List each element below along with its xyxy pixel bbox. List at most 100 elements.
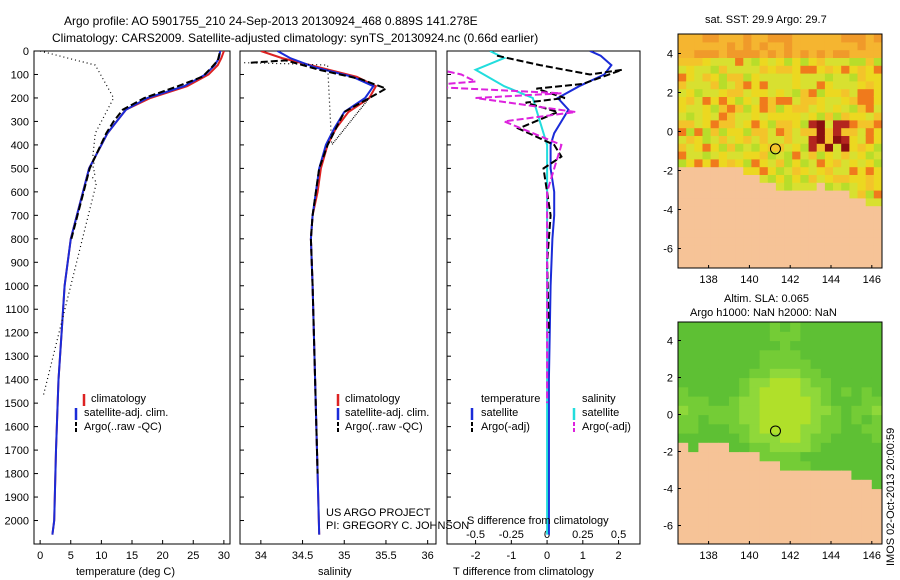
map-cell bbox=[861, 507, 873, 517]
series-satellite bbox=[277, 51, 375, 535]
map-cell bbox=[865, 112, 875, 121]
map-cell bbox=[810, 386, 822, 397]
x-tick-label: -1 bbox=[506, 550, 516, 562]
map-cell bbox=[710, 57, 720, 66]
map-cell bbox=[775, 260, 785, 268]
map-cell bbox=[824, 143, 834, 152]
map-cell bbox=[780, 368, 791, 379]
map-cell bbox=[775, 221, 785, 230]
map-cell bbox=[800, 190, 810, 199]
map-cell bbox=[767, 65, 777, 74]
map-cell bbox=[824, 213, 834, 222]
depth-tick-label: 1100 bbox=[5, 304, 29, 316]
map-cell bbox=[800, 507, 812, 517]
legend-label-argo: Argo(..raw -QC) bbox=[345, 421, 423, 433]
map-cell bbox=[702, 34, 712, 43]
map-cell bbox=[790, 423, 801, 434]
map-cell bbox=[678, 386, 689, 397]
map-cell bbox=[792, 221, 801, 230]
map-cell bbox=[784, 205, 793, 214]
map-cell bbox=[849, 205, 859, 214]
map-cell bbox=[751, 143, 761, 152]
map-cell bbox=[849, 229, 859, 238]
map-cell bbox=[727, 260, 736, 268]
map-cell bbox=[678, 174, 687, 183]
map-cell bbox=[792, 260, 801, 268]
map-cell bbox=[861, 349, 873, 360]
map-cell bbox=[873, 197, 882, 207]
map-cell bbox=[688, 349, 699, 360]
map-cell bbox=[678, 516, 689, 527]
map-cell bbox=[841, 221, 850, 230]
map-cell bbox=[841, 244, 850, 253]
map-cell bbox=[751, 190, 761, 199]
map-cell bbox=[810, 433, 822, 443]
map-cell bbox=[865, 236, 875, 246]
map-cell bbox=[800, 470, 812, 480]
map-cell bbox=[849, 57, 859, 66]
map-cell bbox=[749, 470, 761, 480]
map-cell bbox=[678, 488, 689, 499]
map-cell bbox=[784, 49, 793, 58]
map-cell bbox=[871, 497, 882, 508]
map-cell bbox=[800, 331, 812, 342]
map-cell bbox=[800, 127, 810, 136]
map-cell bbox=[749, 331, 761, 342]
map-cell bbox=[694, 213, 704, 222]
map-cell bbox=[759, 414, 771, 425]
map-cell bbox=[871, 359, 882, 369]
map-cell bbox=[865, 213, 875, 222]
map-cell bbox=[833, 221, 842, 230]
map-cell bbox=[857, 205, 867, 214]
map-cell bbox=[841, 135, 850, 144]
map-cell bbox=[702, 143, 712, 152]
map-cell bbox=[792, 135, 801, 144]
map-cell bbox=[694, 104, 704, 113]
map-cell bbox=[743, 174, 753, 183]
map-cell bbox=[816, 244, 826, 253]
legend-label-satellite: satellite-adj. clim. bbox=[345, 407, 429, 419]
map-cell bbox=[808, 205, 818, 214]
map-cell bbox=[816, 213, 826, 222]
map-cell bbox=[820, 525, 832, 536]
map-cell bbox=[841, 151, 850, 160]
map-cell bbox=[735, 127, 744, 136]
map-cell bbox=[824, 119, 834, 129]
map-cell bbox=[841, 460, 852, 471]
map-cell bbox=[769, 507, 781, 517]
map-cell bbox=[751, 119, 761, 129]
map-cell bbox=[800, 229, 810, 238]
map-cell bbox=[678, 213, 687, 222]
map-cell bbox=[739, 488, 750, 499]
map-cell bbox=[767, 221, 777, 230]
map-cell bbox=[808, 104, 818, 113]
map-cell bbox=[851, 414, 863, 425]
map-cell bbox=[694, 221, 704, 230]
map-cell bbox=[749, 525, 761, 536]
map-cell bbox=[718, 221, 728, 230]
map-cell bbox=[698, 497, 710, 508]
map-cell bbox=[849, 143, 859, 152]
map-cell bbox=[841, 197, 850, 207]
map-cell bbox=[824, 73, 834, 82]
map-cell bbox=[820, 396, 832, 406]
map-cell bbox=[694, 174, 704, 183]
depth-tick-label: 2000 bbox=[5, 516, 29, 528]
map-cell bbox=[820, 368, 832, 379]
map-cell bbox=[800, 49, 810, 58]
map-cell bbox=[739, 433, 750, 443]
map-cell bbox=[861, 377, 873, 388]
map-cell bbox=[790, 534, 801, 544]
map-cell bbox=[808, 158, 818, 168]
map-cell bbox=[698, 340, 710, 351]
map-cell bbox=[865, 80, 875, 90]
map-cell bbox=[698, 368, 710, 379]
map-cell bbox=[718, 166, 728, 175]
map-cell bbox=[800, 96, 810, 105]
map-cell bbox=[718, 525, 730, 536]
map-cell bbox=[873, 229, 882, 238]
map-cell bbox=[743, 73, 753, 82]
map-cell bbox=[678, 143, 687, 152]
map-cell bbox=[792, 80, 801, 90]
